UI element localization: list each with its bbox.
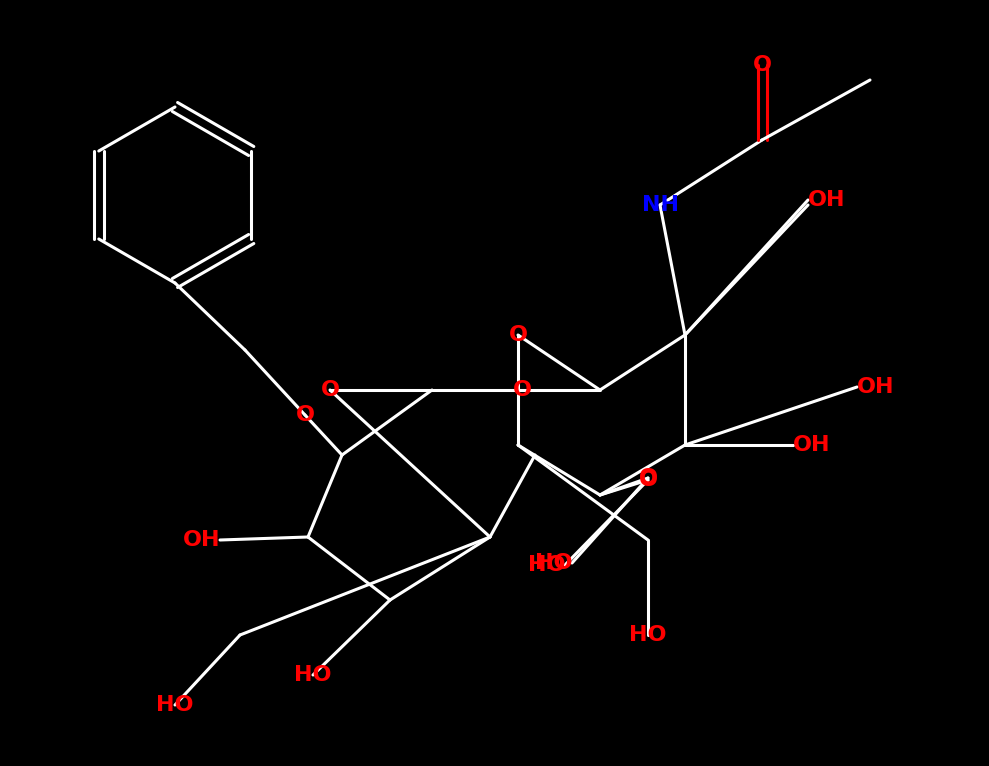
- Text: NH: NH: [642, 195, 678, 215]
- Text: OH: OH: [793, 435, 831, 455]
- Text: O: O: [639, 468, 658, 488]
- Text: OH: OH: [857, 377, 894, 397]
- Text: OH: OH: [183, 530, 220, 550]
- Text: HO: HO: [629, 625, 667, 645]
- Text: O: O: [508, 325, 527, 345]
- Text: O: O: [320, 380, 339, 400]
- Text: O: O: [639, 470, 658, 490]
- Text: HO: HO: [527, 555, 565, 575]
- Text: O: O: [296, 405, 315, 425]
- Text: HO: HO: [534, 553, 572, 573]
- Text: HO: HO: [295, 665, 331, 685]
- Text: O: O: [512, 380, 531, 400]
- Text: O: O: [753, 55, 771, 75]
- Text: OH: OH: [808, 190, 846, 210]
- Text: HO: HO: [156, 695, 194, 715]
